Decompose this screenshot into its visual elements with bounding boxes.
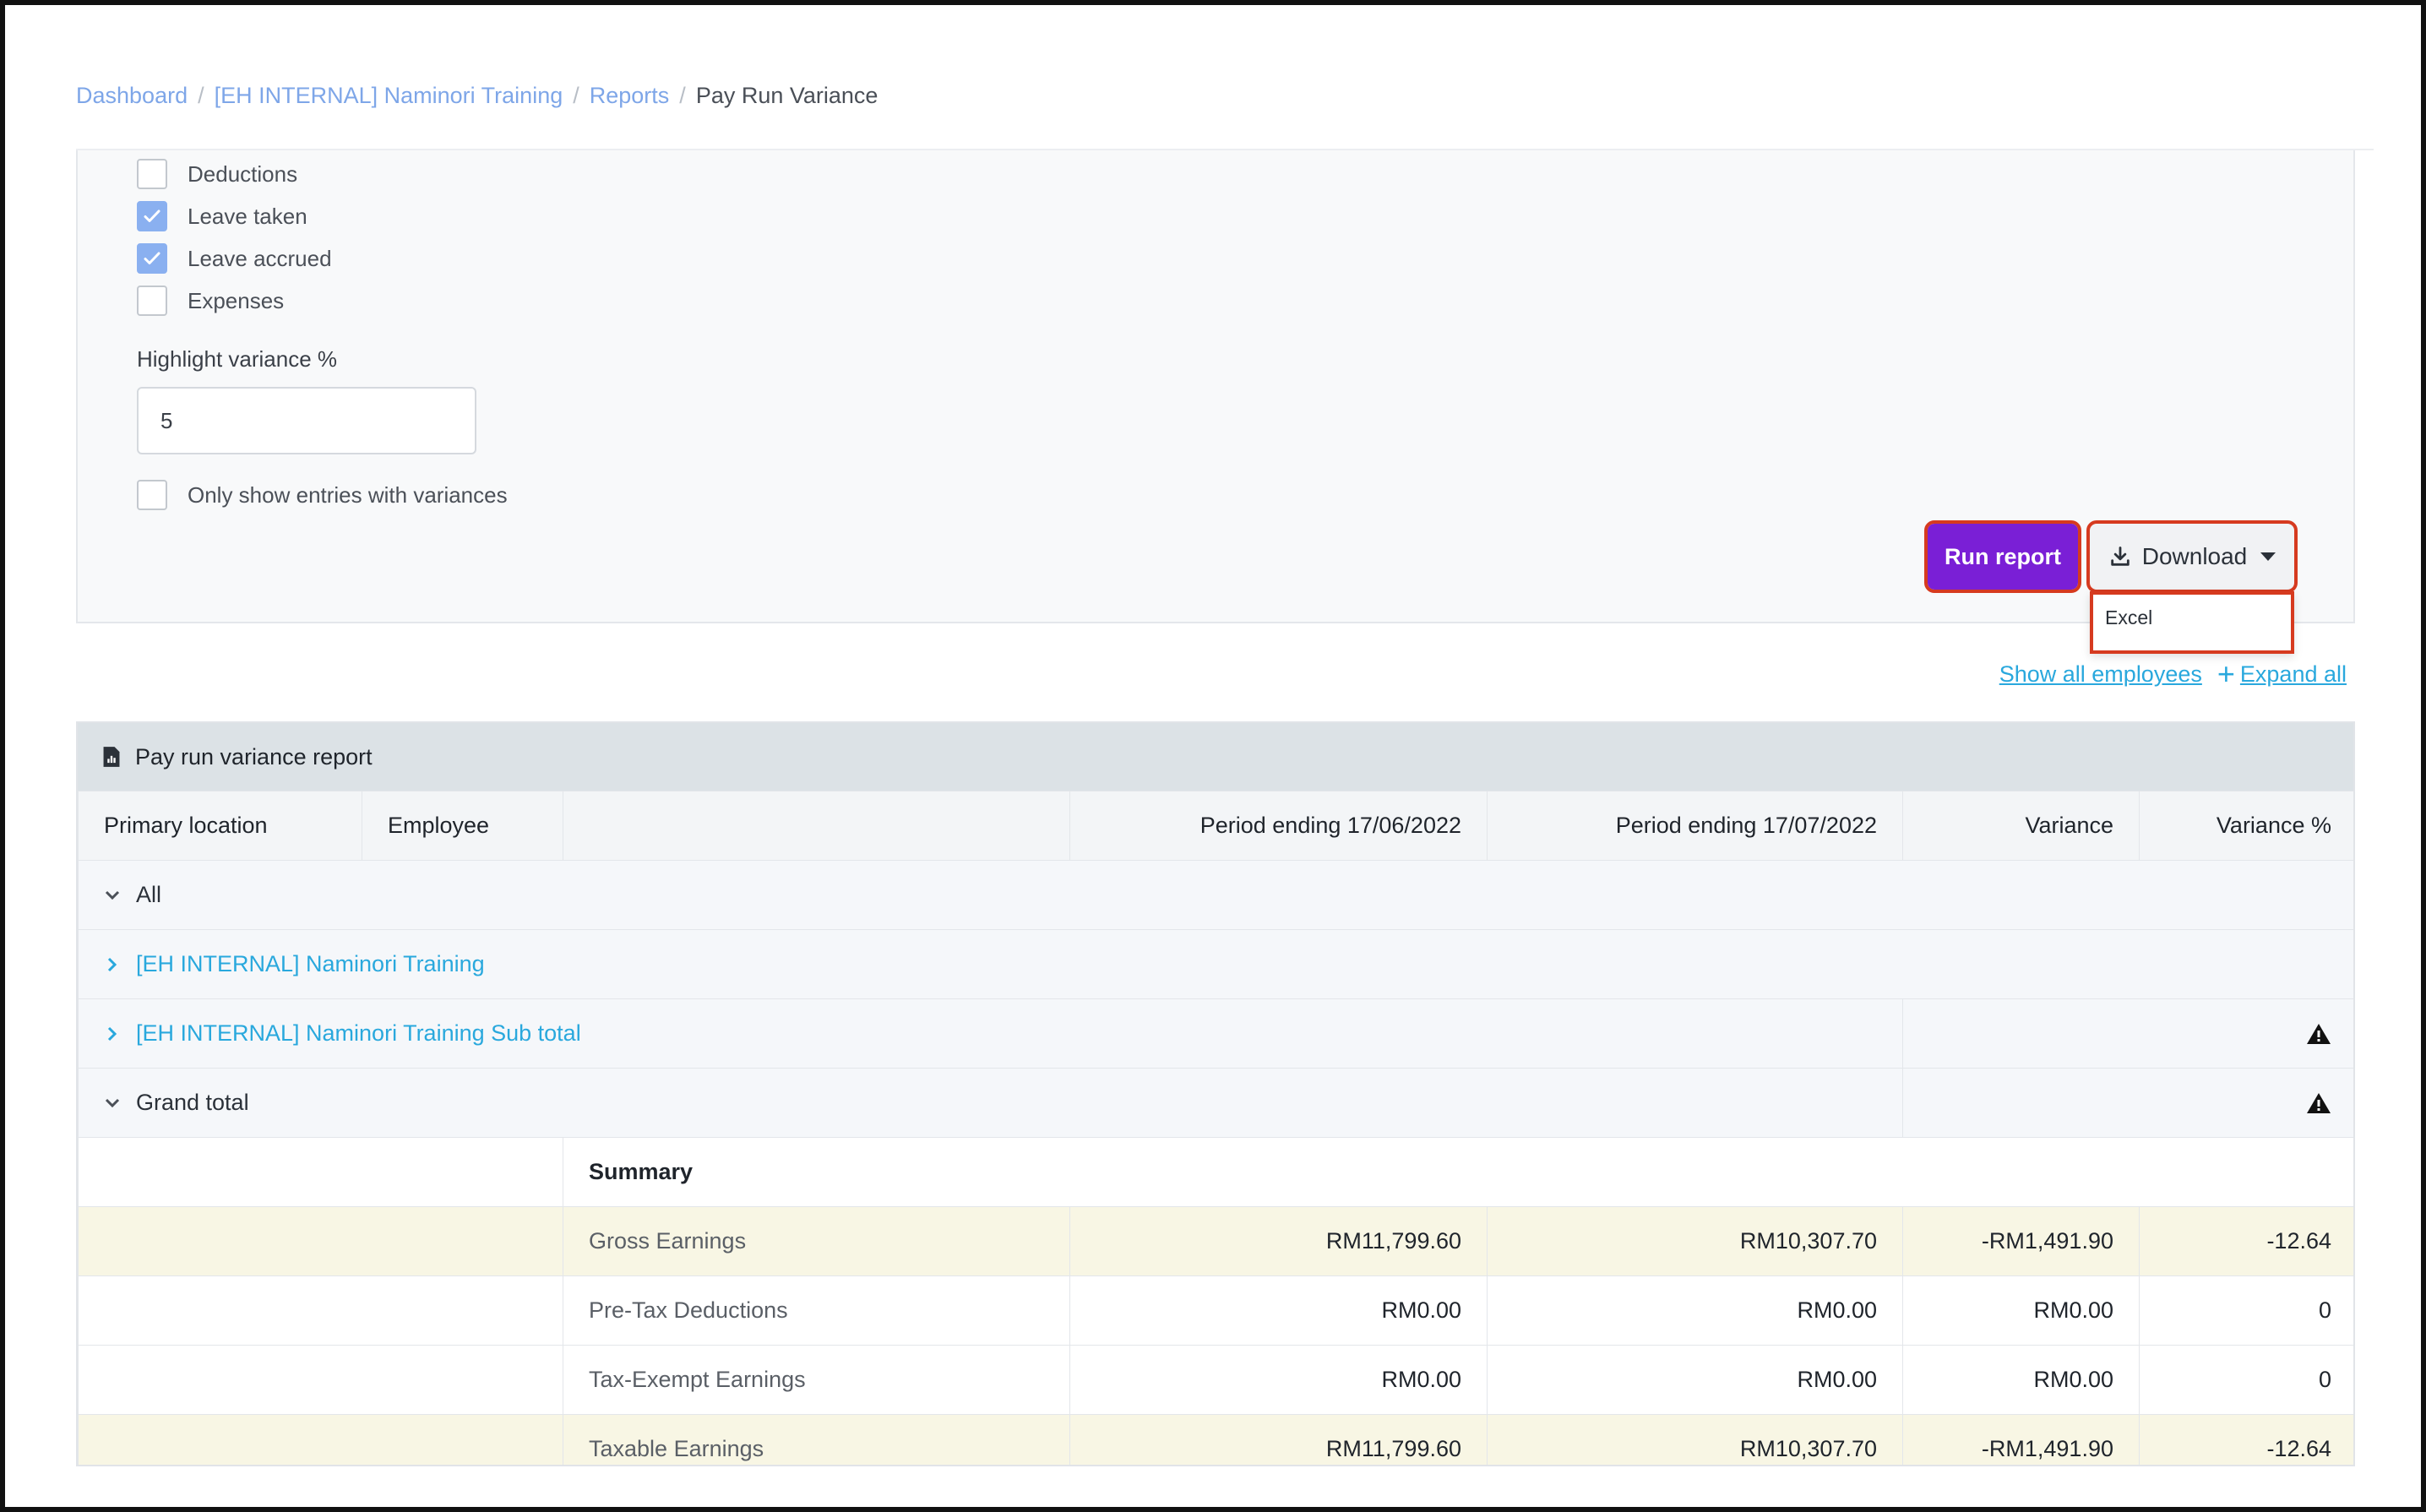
- header-divider: [76, 149, 2374, 150]
- breadcrumb-current: Pay Run Variance: [695, 83, 878, 108]
- checkbox-only-variances[interactable]: Only show entries with variances: [137, 480, 508, 510]
- group-link[interactable]: [EH INTERNAL] Naminori Training Sub tota…: [136, 1020, 581, 1046]
- report-header: Pay run variance report: [78, 723, 2353, 791]
- summary-label: Summary: [563, 1137, 2353, 1207]
- period-1-value: RM11,799.60: [1069, 1206, 1488, 1276]
- breadcrumb-separator: /: [679, 83, 686, 108]
- period-2-value: RM0.00: [1487, 1275, 1903, 1346]
- table-row: Tax-Exempt Earnings RM0.00 RM0.00 RM0.00…: [78, 1345, 2353, 1415]
- checkmark-icon: [144, 209, 160, 222]
- checkbox-box[interactable]: [137, 480, 167, 510]
- checkbox-box[interactable]: [137, 159, 167, 189]
- chevron-down-icon[interactable]: [104, 887, 121, 904]
- breadcrumb-separator: /: [573, 83, 579, 108]
- show-all-employees-link[interactable]: Show all employees: [1999, 661, 2202, 687]
- warning-icon: [2307, 1023, 2331, 1044]
- chevron-down-icon[interactable]: [104, 1095, 121, 1112]
- variance-pct-value: 0: [2139, 1345, 2353, 1415]
- plus-icon: +: [2217, 656, 2235, 691]
- group-label: Grand total: [136, 1090, 249, 1115]
- checkbox-label: Deductions: [188, 160, 298, 187]
- group-row-location[interactable]: [EH INTERNAL] Naminori Training: [78, 929, 2353, 999]
- row-label: Pre-Tax Deductions: [563, 1275, 1070, 1346]
- variance-value: -RM1,491.90: [1902, 1206, 2140, 1276]
- breadcrumb-separator: /: [198, 83, 204, 108]
- highlight-variance-input[interactable]: [137, 387, 476, 454]
- column-header: Variance: [1902, 791, 2140, 861]
- download-button[interactable]: Download: [2086, 520, 2298, 593]
- checkbox-leave-accrued[interactable]: Leave accrued: [137, 243, 332, 274]
- row-label: Gross Earnings: [563, 1206, 1070, 1276]
- variance-value: RM0.00: [1902, 1345, 2140, 1415]
- column-header: [563, 791, 1070, 861]
- checkbox-label: Leave accrued: [188, 245, 332, 271]
- chevron-right-icon[interactable]: [104, 1025, 121, 1042]
- checkbox-label: Expenses: [188, 287, 285, 313]
- column-header[interactable]: Employee: [362, 791, 563, 861]
- column-header: Period ending 17/06/2022: [1069, 791, 1488, 861]
- group-label: All: [136, 882, 162, 907]
- warning-icon: [2307, 1092, 2331, 1113]
- checkbox-deductions[interactable]: Deductions: [137, 159, 297, 189]
- breadcrumb: Dashboard / [EH INTERNAL] Naminori Trainin…: [76, 83, 878, 109]
- variance-pct-value: 0: [2139, 1275, 2353, 1346]
- checkbox-box[interactable]: [137, 201, 167, 231]
- checkmark-icon: [144, 252, 160, 264]
- period-2-value: RM10,307.70: [1487, 1206, 1903, 1276]
- row-label: Taxable Earnings: [563, 1414, 1070, 1465]
- variance-value: RM0.00: [1902, 1275, 2140, 1346]
- column-header: Variance %: [2139, 791, 2353, 861]
- breadcrumb-business[interactable]: [EH INTERNAL] Naminori Training: [214, 83, 563, 108]
- table-row: Pre-Tax Deductions RM0.00 RM0.00 RM0.00 …: [78, 1275, 2353, 1346]
- variance-value: -RM1,491.90: [1902, 1414, 2140, 1465]
- menu-item-excel[interactable]: Excel: [2105, 606, 2153, 628]
- expand-all-link[interactable]: Expand all: [2239, 661, 2347, 687]
- period-2-value: RM10,307.70: [1487, 1414, 1903, 1465]
- pay-run-variance-report: Pay run variance report Primary location…: [76, 721, 2355, 1466]
- highlight-variance-label: Highlight variance %: [137, 346, 338, 372]
- summary-header-row: Summary: [78, 1137, 2353, 1207]
- breadcrumb-dashboard[interactable]: Dashboard: [76, 83, 188, 108]
- report-document-icon: [103, 747, 120, 767]
- report-table: Primary location Employee Period ending …: [78, 791, 2353, 1465]
- variance-pct-value: -12.64: [2139, 1414, 2353, 1465]
- period-1-value: RM11,799.60: [1069, 1414, 1488, 1465]
- caret-down-icon: [2260, 552, 2276, 561]
- download-icon: [2111, 547, 2130, 566]
- checkbox-leave-taken[interactable]: Leave taken: [137, 201, 307, 231]
- period-1-value: RM0.00: [1069, 1275, 1488, 1346]
- checkbox-label: Leave taken: [188, 203, 307, 229]
- report-title: Pay run variance report: [135, 743, 373, 770]
- group-row-all[interactable]: All: [78, 860, 2353, 930]
- download-menu: Excel: [2090, 591, 2294, 654]
- group-row-grand-total[interactable]: Grand total: [78, 1068, 2353, 1138]
- chevron-right-icon[interactable]: [104, 956, 121, 973]
- table-row: Taxable Earnings RM11,799.60 RM10,307.70…: [78, 1414, 2353, 1465]
- variance-pct-value: -12.64: [2139, 1206, 2353, 1276]
- column-header: Period ending 17/07/2022: [1487, 791, 1903, 861]
- table-header-row: Primary location Employee Period ending …: [78, 791, 2353, 861]
- run-report-button[interactable]: Run report: [1924, 520, 2081, 593]
- report-links: Show all employees + Expand all: [1999, 659, 2347, 689]
- row-label: Tax-Exempt Earnings: [563, 1345, 1070, 1415]
- checkbox-box[interactable]: [137, 243, 167, 274]
- column-header[interactable]: Primary location: [78, 791, 362, 861]
- checkbox-expenses[interactable]: Expenses: [137, 286, 284, 316]
- breadcrumb-reports[interactable]: Reports: [589, 83, 670, 108]
- period-2-value: RM0.00: [1487, 1345, 1903, 1415]
- checkbox-label: Only show entries with variances: [188, 481, 508, 508]
- group-link[interactable]: [EH INTERNAL] Naminori Training: [136, 951, 485, 976]
- table-row: Gross Earnings RM11,799.60 RM10,307.70 -…: [78, 1206, 2353, 1276]
- checkbox-box[interactable]: [137, 286, 167, 316]
- period-1-value: RM0.00: [1069, 1345, 1488, 1415]
- group-row-subtotal[interactable]: [EH INTERNAL] Naminori Training Sub tota…: [78, 998, 2353, 1069]
- download-label: Download: [2141, 543, 2248, 569]
